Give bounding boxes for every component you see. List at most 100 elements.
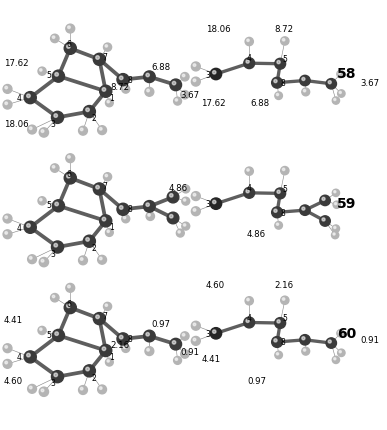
Circle shape (334, 203, 337, 205)
Circle shape (172, 341, 176, 344)
Circle shape (29, 257, 32, 260)
Text: 6: 6 (66, 169, 71, 178)
Circle shape (192, 207, 200, 216)
Circle shape (245, 297, 253, 305)
Circle shape (212, 330, 216, 334)
Circle shape (320, 196, 330, 206)
Circle shape (100, 215, 112, 227)
Text: 4: 4 (17, 352, 22, 361)
Circle shape (86, 238, 89, 242)
Circle shape (272, 337, 283, 347)
Circle shape (55, 74, 58, 77)
Text: 2.16: 2.16 (110, 340, 129, 349)
Circle shape (64, 172, 76, 184)
Circle shape (106, 100, 113, 108)
Circle shape (181, 350, 189, 358)
Circle shape (29, 128, 32, 130)
Circle shape (41, 260, 44, 262)
Circle shape (117, 333, 129, 345)
Circle shape (106, 229, 113, 237)
Circle shape (86, 109, 89, 112)
Text: 60: 60 (337, 326, 356, 340)
Circle shape (52, 200, 65, 212)
Circle shape (210, 69, 222, 80)
Circle shape (51, 371, 63, 383)
Circle shape (193, 194, 196, 197)
Circle shape (122, 345, 130, 353)
Circle shape (41, 389, 44, 392)
Circle shape (51, 294, 59, 302)
Circle shape (182, 93, 185, 95)
Text: 2: 2 (92, 373, 96, 382)
Text: 4.86: 4.86 (168, 184, 187, 193)
Text: 8: 8 (281, 338, 286, 347)
Circle shape (183, 187, 186, 190)
Circle shape (283, 298, 285, 301)
Circle shape (24, 92, 36, 104)
Circle shape (332, 356, 339, 364)
Circle shape (303, 349, 306, 351)
Circle shape (192, 192, 200, 201)
Circle shape (332, 232, 339, 239)
Circle shape (105, 175, 108, 177)
Text: 4: 4 (247, 54, 252, 63)
Text: 3: 3 (51, 249, 55, 258)
Circle shape (320, 216, 330, 227)
Circle shape (192, 63, 200, 72)
Circle shape (328, 340, 331, 343)
Circle shape (119, 335, 123, 339)
Circle shape (170, 194, 173, 198)
Circle shape (41, 130, 44, 133)
Circle shape (39, 70, 42, 72)
Circle shape (52, 37, 55, 39)
Circle shape (244, 58, 255, 69)
Circle shape (193, 209, 196, 212)
Circle shape (123, 217, 126, 219)
Circle shape (83, 106, 95, 118)
Circle shape (210, 328, 222, 339)
Circle shape (93, 313, 105, 325)
Text: 6: 6 (66, 40, 71, 49)
Circle shape (193, 64, 196, 67)
Circle shape (38, 327, 46, 335)
Text: 2.16: 2.16 (275, 281, 294, 290)
Circle shape (27, 384, 36, 393)
Circle shape (175, 99, 178, 102)
Circle shape (123, 88, 126, 90)
Circle shape (54, 114, 58, 118)
Circle shape (182, 75, 185, 77)
Text: 17.62: 17.62 (201, 98, 226, 108)
Text: 3.67: 3.67 (180, 91, 199, 100)
Circle shape (303, 90, 306, 93)
Text: 18.06: 18.06 (206, 25, 231, 34)
Circle shape (27, 353, 30, 357)
Circle shape (5, 216, 7, 219)
Circle shape (102, 89, 106, 92)
Circle shape (39, 258, 48, 267)
Text: 8: 8 (128, 205, 132, 214)
Circle shape (174, 356, 182, 365)
Text: 3: 3 (205, 329, 210, 338)
Text: 3: 3 (51, 378, 55, 387)
Circle shape (334, 358, 336, 360)
Circle shape (27, 255, 36, 264)
Circle shape (322, 218, 325, 221)
Circle shape (337, 349, 345, 357)
Circle shape (93, 54, 105, 66)
Circle shape (283, 40, 285, 42)
Circle shape (146, 333, 149, 336)
Circle shape (102, 347, 106, 351)
Circle shape (122, 86, 130, 94)
Circle shape (300, 335, 310, 345)
Circle shape (93, 184, 105, 196)
Circle shape (66, 284, 75, 292)
Circle shape (55, 203, 58, 206)
Circle shape (276, 94, 279, 96)
Circle shape (275, 188, 286, 200)
Circle shape (332, 98, 339, 105)
Circle shape (183, 200, 186, 202)
Circle shape (302, 208, 305, 211)
Circle shape (302, 347, 310, 355)
Circle shape (334, 191, 336, 194)
Circle shape (146, 74, 149, 77)
